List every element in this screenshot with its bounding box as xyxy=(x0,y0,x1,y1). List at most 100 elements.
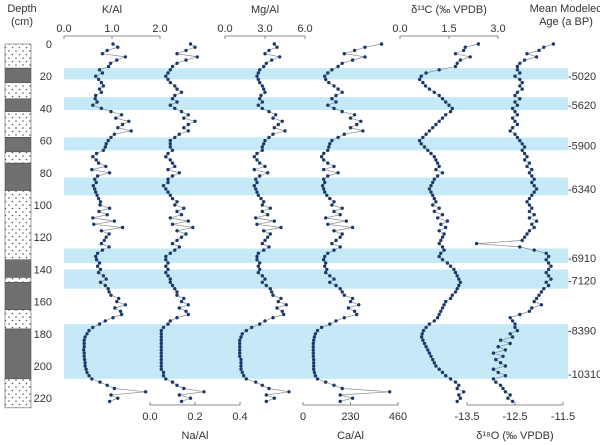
data-point-1-1 xyxy=(193,45,197,49)
data-point-2-10 xyxy=(255,74,259,78)
data-point-4-83 xyxy=(439,309,443,313)
data-point-1-85 xyxy=(175,316,179,320)
data-point-4-107 xyxy=(455,386,459,391)
data-point-2-92 xyxy=(238,338,242,342)
data-point-0-56 xyxy=(92,222,96,226)
data-point-1-35 xyxy=(164,155,168,159)
data-point-3-14 xyxy=(336,87,340,91)
data-point-2-7 xyxy=(262,64,266,69)
data-point-4-80 xyxy=(444,299,448,304)
data-point-1-8 xyxy=(168,68,172,72)
data-point-1-45 xyxy=(164,187,168,191)
data-point-1-30 xyxy=(168,138,172,143)
data-point-3-59 xyxy=(340,232,344,236)
data-point-4-20 xyxy=(450,106,454,111)
data-point-2-58 xyxy=(262,229,266,233)
data-point-2-73 xyxy=(263,277,267,281)
data-point-5-41 xyxy=(530,174,534,178)
data-point-0-27 xyxy=(129,129,133,133)
data-point-1-18 xyxy=(175,100,179,104)
data-point-0-43 xyxy=(94,180,98,185)
data-point-5-52 xyxy=(527,209,532,214)
data-point-1-34 xyxy=(166,151,170,156)
data-point-2-29 xyxy=(267,135,271,140)
data-point-2-108 xyxy=(287,390,291,394)
data-point-4-49 xyxy=(434,200,438,204)
series-line-4 xyxy=(419,43,479,402)
data-point-0-74 xyxy=(98,280,103,284)
data-point-4-65 xyxy=(439,251,443,255)
highlight-band-2 xyxy=(64,137,568,151)
data-point-4-92 xyxy=(421,338,425,342)
data-point-1-13 xyxy=(173,84,177,88)
data-point-4-10 xyxy=(419,74,423,78)
data-point-2-86 xyxy=(263,319,267,323)
top-axis-title-0: K/Al xyxy=(102,4,122,16)
data-point-5-96 xyxy=(491,351,496,355)
age-label-7: -10310 xyxy=(568,369,600,381)
data-point-5-88 xyxy=(513,325,517,330)
data-point-3-50 xyxy=(330,203,334,207)
depth-tick-label-0: 0 xyxy=(46,39,52,51)
data-point-2-67 xyxy=(255,258,259,262)
data-point-4-52 xyxy=(432,209,436,214)
data-point-4-9 xyxy=(424,71,428,75)
data-point-5-65 xyxy=(544,251,548,255)
data-point-1-73 xyxy=(168,277,172,281)
data-point-1-54 xyxy=(168,216,172,220)
data-point-5-8 xyxy=(515,68,520,72)
highlight-band-0 xyxy=(64,68,568,80)
data-point-2-4 xyxy=(278,55,282,59)
data-point-2-83 xyxy=(280,309,284,313)
data-point-0-10 xyxy=(94,74,98,78)
data-point-0-73 xyxy=(104,277,108,281)
data-point-0-35 xyxy=(91,155,95,159)
data-point-4-47 xyxy=(431,193,435,197)
age-axis-title-line2: Age (a BP) xyxy=(539,16,593,28)
data-point-4-2 xyxy=(462,48,466,53)
data-point-3-41 xyxy=(326,174,330,178)
data-point-4-17 xyxy=(440,97,445,101)
data-point-1-77 xyxy=(175,290,179,294)
data-point-4-66 xyxy=(437,254,441,259)
data-point-2-45 xyxy=(254,187,258,191)
data-point-5-30 xyxy=(518,138,522,143)
series-4 xyxy=(417,42,481,404)
data-point-1-51 xyxy=(182,206,186,210)
data-point-5-7 xyxy=(515,64,520,69)
data-point-0-78 xyxy=(109,293,113,297)
data-point-1-10 xyxy=(164,74,168,78)
data-point-0-24 xyxy=(127,119,131,124)
data-point-1-48 xyxy=(170,196,175,201)
data-point-0-47 xyxy=(95,193,99,197)
data-point-3-94 xyxy=(311,345,315,349)
data-point-0-91 xyxy=(83,335,87,339)
data-point-0-6 xyxy=(108,61,113,65)
data-point-0-21 xyxy=(109,109,113,114)
data-point-1-31 xyxy=(168,142,172,146)
data-point-1-38 xyxy=(173,164,177,169)
data-point-0-32 xyxy=(103,145,108,149)
data-point-4-44 xyxy=(429,184,433,188)
data-point-4-109 xyxy=(457,393,461,397)
data-point-3-65 xyxy=(326,251,330,255)
data-point-0-59 xyxy=(107,232,111,236)
data-point-5-50 xyxy=(527,203,532,207)
data-point-5-48 xyxy=(527,196,532,201)
data-point-4-81 xyxy=(442,303,446,307)
data-point-0-37 xyxy=(96,161,101,165)
data-point-4-96 xyxy=(427,351,432,355)
data-point-4-57 xyxy=(444,225,448,230)
data-point-2-18 xyxy=(260,100,264,104)
data-point-5-87 xyxy=(513,322,517,326)
data-point-2-77 xyxy=(270,290,274,294)
data-point-0-66 xyxy=(94,254,98,259)
data-point-2-28 xyxy=(271,132,275,136)
data-point-2-0 xyxy=(272,42,276,46)
data-point-2-96 xyxy=(238,351,242,355)
data-point-1-104 xyxy=(164,377,168,381)
series-5 xyxy=(474,42,556,404)
data-point-1-60 xyxy=(179,235,184,239)
data-point-0-71 xyxy=(96,270,101,275)
data-point-5-16 xyxy=(513,93,517,98)
